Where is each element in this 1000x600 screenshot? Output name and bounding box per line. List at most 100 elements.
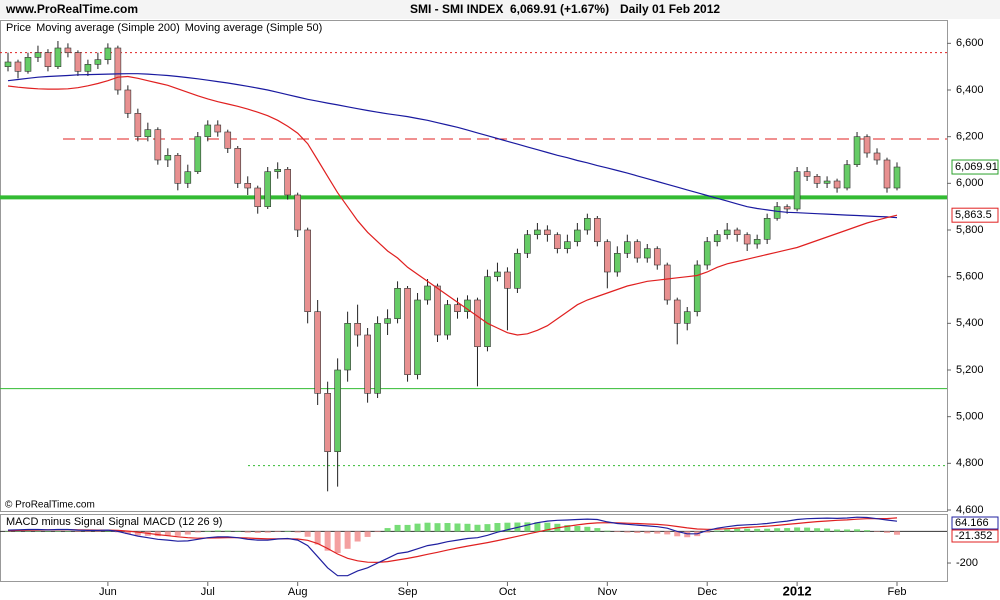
candle-body: [604, 241, 611, 273]
candle-body: [494, 271, 501, 277]
y-tick-label: 4,800: [956, 457, 984, 469]
candle-body: [4, 61, 12, 67]
histogram-bar: [104, 531, 111, 532]
histogram-bar: [224, 530, 231, 532]
histogram-bar: [544, 522, 551, 532]
legend-entry: MACD (12 26 9): [143, 516, 222, 528]
candle-body: [114, 47, 122, 91]
histogram-bar: [24, 530, 31, 532]
candle-body: [54, 47, 62, 67]
y-tick-label: 6,600: [956, 37, 984, 49]
last-label-box: [951, 516, 999, 530]
candle-body: [164, 155, 172, 161]
candle-body: [723, 229, 731, 235]
histogram-bar: [874, 531, 881, 532]
histogram-bar: [444, 523, 451, 532]
ma-line: [7, 517, 898, 564]
legend-entry: Price: [6, 22, 31, 34]
histogram-bar: [654, 531, 661, 534]
histogram-bar: [624, 531, 631, 533]
histogram-bar: [824, 528, 831, 532]
candle-body: [434, 285, 441, 336]
histogram-bar: [54, 531, 61, 532]
histogram-bar: [574, 526, 581, 532]
candle-body: [404, 288, 411, 375]
candle-body: [294, 194, 301, 231]
histogram-bar: [804, 527, 811, 532]
histogram-bar: [344, 531, 351, 549]
histogram-bar: [674, 531, 681, 537]
histogram-bar: [324, 531, 331, 551]
candle-body: [633, 241, 641, 259]
candle-body: [394, 288, 401, 319]
histogram-bar: [424, 522, 431, 532]
candle-body: [833, 180, 841, 189]
y-tick-label: -200: [956, 557, 978, 569]
candle-body: [793, 171, 801, 210]
candle-body: [194, 136, 202, 172]
histogram-bar: [364, 531, 371, 537]
histogram-bar: [744, 528, 751, 532]
histogram-bar: [44, 531, 51, 532]
x-tick-label: Feb: [888, 586, 907, 598]
candle-body: [44, 52, 52, 67]
y-tick-label: 4,600: [956, 504, 984, 516]
candle-body: [444, 304, 451, 336]
histogram-bar: [5, 530, 11, 532]
x-tick-label: 2012: [783, 583, 812, 598]
candle-body: [683, 311, 691, 324]
candle-body: [184, 171, 192, 184]
last-label: 6,069.91: [955, 161, 998, 173]
histogram-bar: [894, 531, 900, 535]
histogram-bar: [404, 524, 411, 532]
quote: 6,069.91 (+1.67%): [510, 2, 609, 16]
legend-entry: Moving average (Simple 50): [185, 22, 323, 34]
x-tick-label: Jun: [99, 586, 117, 598]
histogram-bar: [524, 522, 531, 532]
histogram-bar: [274, 531, 281, 532]
histogram-bar: [34, 530, 41, 532]
candle-body: [254, 187, 262, 207]
histogram-bar: [64, 531, 71, 532]
last-label-box: [951, 159, 999, 175]
histogram-bar: [314, 531, 321, 545]
candle-body: [783, 206, 791, 210]
x-tick-label: Sep: [398, 586, 418, 598]
y-tick-label: 5,400: [956, 317, 984, 329]
candle-body: [214, 124, 222, 133]
candle-body: [514, 253, 521, 289]
ma-line: [7, 73, 898, 219]
histogram-bar: [594, 528, 601, 532]
candle-body: [84, 64, 92, 72]
candle-body: [534, 229, 541, 235]
histogram-bar: [474, 524, 481, 532]
candle-body: [104, 47, 112, 60]
y-tick-label: 6,200: [956, 131, 984, 143]
candle-body: [753, 239, 761, 245]
histogram-bar: [354, 531, 361, 542]
histogram-bar: [704, 531, 711, 533]
candle-body: [464, 299, 471, 312]
histogram-bar: [414, 523, 421, 532]
candle-body: [64, 47, 72, 53]
histogram-bar: [434, 523, 441, 532]
candle-body: [424, 285, 431, 301]
candle-body: [484, 276, 491, 347]
candle-body: [743, 234, 751, 245]
macd-panel: [0, 514, 948, 582]
histogram-bar: [754, 528, 761, 532]
histogram-bar: [814, 528, 821, 532]
legend-entry: MACD minus Signal: [6, 516, 104, 528]
candle-body: [803, 171, 811, 177]
candle-body: [334, 369, 341, 452]
histogram-bar: [644, 531, 651, 534]
candle-body: [304, 229, 311, 312]
last-label: 5,863.5: [955, 209, 992, 221]
ma-line: [7, 516, 898, 577]
header-bar: [0, 0, 1000, 19]
candle-body: [454, 304, 461, 312]
y-tick-label: 6,400: [956, 84, 984, 96]
y-tick-label: 5,600: [956, 271, 984, 283]
copyright: © ProRealTime.com: [5, 500, 95, 511]
